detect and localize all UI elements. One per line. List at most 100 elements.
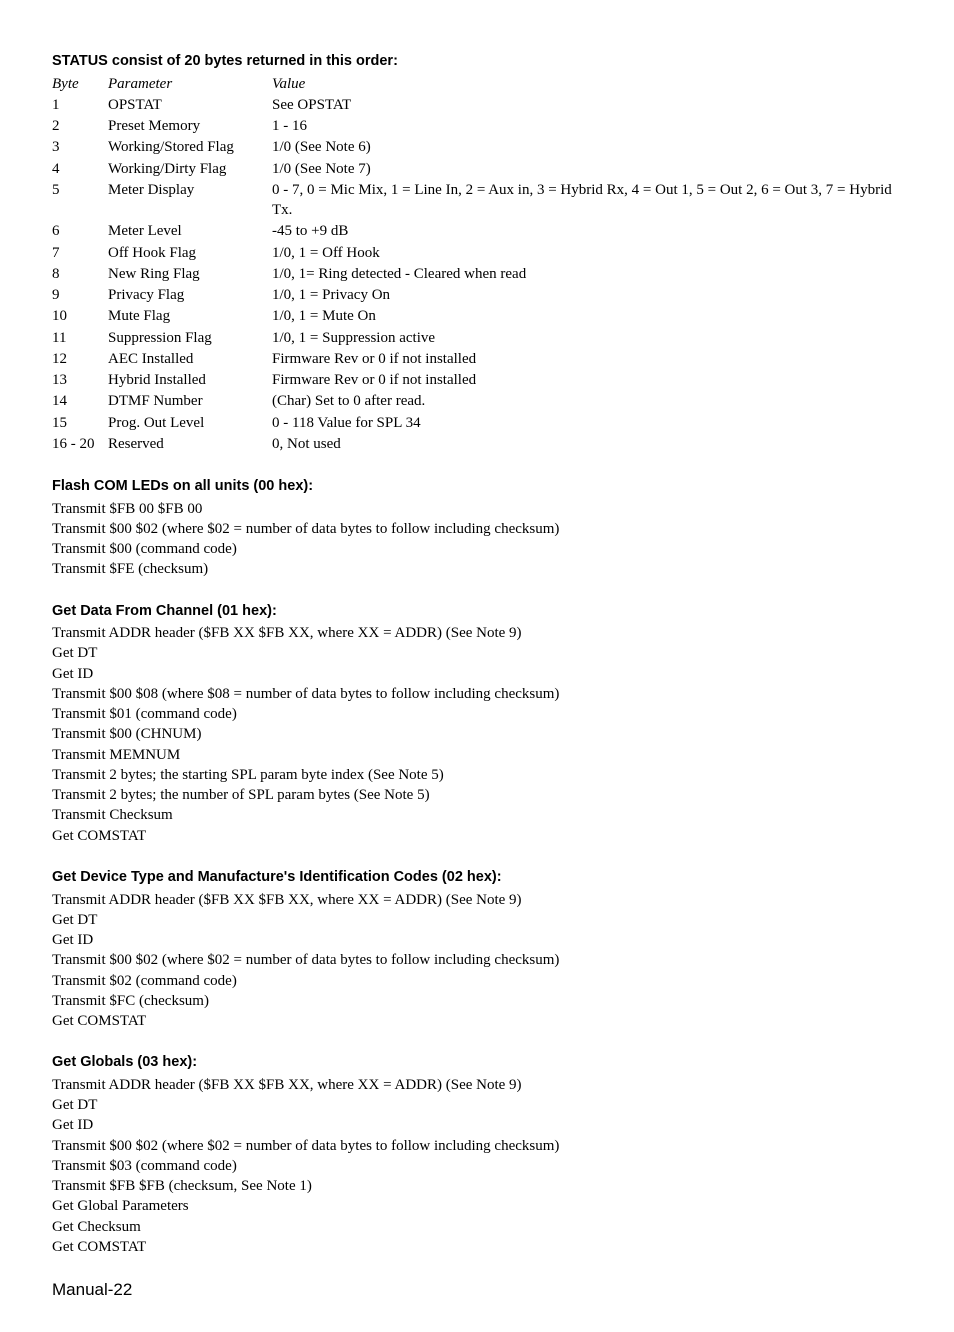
byte-cell: 9 [52, 285, 108, 306]
command-line: Transmit 2 bytes; the starting SPL param… [52, 765, 902, 785]
command-line: Transmit $FE (checksum) [52, 559, 902, 579]
byte-cell: 1 [52, 95, 108, 116]
table-row: 5Meter Display0 - 7, 0 = Mic Mix, 1 = Li… [52, 180, 902, 222]
byte-cell: 6 [52, 221, 108, 242]
status-table: Byte Parameter Value 1OPSTATSee OPSTAT2P… [52, 74, 902, 456]
table-row: 10Mute Flag1/0, 1 = Mute On [52, 306, 902, 327]
command-line: Transmit $03 (command code) [52, 1156, 902, 1176]
param-cell: Working/Stored Flag [108, 137, 272, 158]
command-sections: Flash COM LEDs on all units (00 hex):Tra… [52, 477, 902, 1257]
command-line: Get ID [52, 664, 902, 684]
command-block: Get Device Type and Manufacture's Identi… [52, 868, 902, 1031]
command-line: Transmit 2 bytes; the number of SPL para… [52, 785, 902, 805]
command-line: Transmit $00 (CHNUM) [52, 724, 902, 744]
command-line: Transmit ADDR header ($FB XX $FB XX, whe… [52, 1075, 902, 1095]
byte-cell: 5 [52, 180, 108, 222]
param-cell: Meter Display [108, 180, 272, 222]
command-block: Get Data From Channel (01 hex):Transmit … [52, 602, 902, 846]
table-row: 7Off Hook Flag1/0, 1 = Off Hook [52, 243, 902, 264]
table-row: 14DTMF Number(Char) Set to 0 after read. [52, 391, 902, 412]
col-param-header: Parameter [108, 74, 272, 95]
value-cell: 1/0, 1= Ring detected - Cleared when rea… [272, 264, 902, 285]
command-line: Get COMSTAT [52, 1011, 902, 1031]
table-row: 9Privacy Flag1/0, 1 = Privacy On [52, 285, 902, 306]
table-row: 1OPSTATSee OPSTAT [52, 95, 902, 116]
command-line: Transmit ADDR header ($FB XX $FB XX, whe… [52, 890, 902, 910]
status-heading: STATUS consist of 20 bytes returned in t… [52, 52, 902, 72]
param-cell: DTMF Number [108, 391, 272, 412]
param-cell: Off Hook Flag [108, 243, 272, 264]
param-cell: Prog. Out Level [108, 413, 272, 434]
param-cell: Suppression Flag [108, 328, 272, 349]
table-row: 13Hybrid InstalledFirmware Rev or 0 if n… [52, 370, 902, 391]
command-line: Get DT [52, 1095, 902, 1115]
command-line: Get Global Parameters [52, 1196, 902, 1216]
byte-cell: 8 [52, 264, 108, 285]
param-cell: Preset Memory [108, 116, 272, 137]
byte-cell: 3 [52, 137, 108, 158]
byte-cell: 14 [52, 391, 108, 412]
byte-cell: 15 [52, 413, 108, 434]
value-cell: See OPSTAT [272, 95, 902, 116]
table-row: 12AEC InstalledFirmware Rev or 0 if not … [52, 349, 902, 370]
command-line: Get ID [52, 930, 902, 950]
value-cell: Firmware Rev or 0 if not installed [272, 370, 902, 391]
table-row: 2Preset Memory1 - 16 [52, 116, 902, 137]
param-cell: New Ring Flag [108, 264, 272, 285]
table-row: 6Meter Level-45 to +9 dB [52, 221, 902, 242]
command-line: Get DT [52, 643, 902, 663]
byte-cell: 7 [52, 243, 108, 264]
command-line: Transmit $FB 00 $FB 00 [52, 499, 902, 519]
table-row: 4Working/Dirty Flag1/0 (See Note 7) [52, 159, 902, 180]
command-line: Get COMSTAT [52, 1237, 902, 1257]
command-line: Transmit $00 $08 (where $08 = number of … [52, 684, 902, 704]
command-line: Transmit ADDR header ($FB XX $FB XX, whe… [52, 623, 902, 643]
byte-cell: 4 [52, 159, 108, 180]
command-line: Transmit $00 $02 (where $02 = number of … [52, 950, 902, 970]
value-cell: 0 - 7, 0 = Mic Mix, 1 = Line In, 2 = Aux… [272, 180, 902, 222]
command-heading: Get Globals (03 hex): [52, 1053, 902, 1073]
table-row: 15Prog. Out Level0 - 118 Value for SPL 3… [52, 413, 902, 434]
command-line: Get Checksum [52, 1217, 902, 1237]
command-line: Transmit $00 $02 (where $02 = number of … [52, 1136, 902, 1156]
param-cell: Reserved [108, 434, 272, 455]
value-cell: 1/0, 1 = Suppression active [272, 328, 902, 349]
table-row: 8New Ring Flag1/0, 1= Ring detected - Cl… [52, 264, 902, 285]
command-line: Transmit $FB $FB (checksum, See Note 1) [52, 1176, 902, 1196]
param-cell: AEC Installed [108, 349, 272, 370]
value-cell: 0, Not used [272, 434, 902, 455]
command-line: Transmit MEMNUM [52, 745, 902, 765]
col-value-header: Value [272, 74, 902, 95]
page-footer: Manual-22 [52, 1279, 902, 1302]
value-cell: 1/0 (See Note 6) [272, 137, 902, 158]
command-line: Transmit $00 (command code) [52, 539, 902, 559]
command-line: Transmit $00 $02 (where $02 = number of … [52, 519, 902, 539]
param-cell: Working/Dirty Flag [108, 159, 272, 180]
param-cell: Mute Flag [108, 306, 272, 327]
table-row: 16 - 20Reserved0, Not used [52, 434, 902, 455]
command-line: Transmit $02 (command code) [52, 971, 902, 991]
command-line: Transmit $FC (checksum) [52, 991, 902, 1011]
byte-cell: 10 [52, 306, 108, 327]
command-heading: Get Data From Channel (01 hex): [52, 602, 902, 622]
table-row: 11Suppression Flag1/0, 1 = Suppression a… [52, 328, 902, 349]
value-cell: 1/0, 1 = Off Hook [272, 243, 902, 264]
command-line: Get ID [52, 1115, 902, 1135]
value-cell: 1/0, 1 = Mute On [272, 306, 902, 327]
status-table-header: Byte Parameter Value [52, 74, 902, 95]
value-cell: 1 - 16 [272, 116, 902, 137]
param-cell: Meter Level [108, 221, 272, 242]
byte-cell: 12 [52, 349, 108, 370]
value-cell: -45 to +9 dB [272, 221, 902, 242]
value-cell: 1/0, 1 = Privacy On [272, 285, 902, 306]
param-cell: OPSTAT [108, 95, 272, 116]
command-block: Flash COM LEDs on all units (00 hex):Tra… [52, 477, 902, 580]
command-heading: Flash COM LEDs on all units (00 hex): [52, 477, 902, 497]
value-cell: (Char) Set to 0 after read. [272, 391, 902, 412]
command-line: Transmit Checksum [52, 805, 902, 825]
param-cell: Privacy Flag [108, 285, 272, 306]
value-cell: 1/0 (See Note 7) [272, 159, 902, 180]
table-row: 3Working/Stored Flag1/0 (See Note 6) [52, 137, 902, 158]
byte-cell: 2 [52, 116, 108, 137]
byte-cell: 16 - 20 [52, 434, 108, 455]
